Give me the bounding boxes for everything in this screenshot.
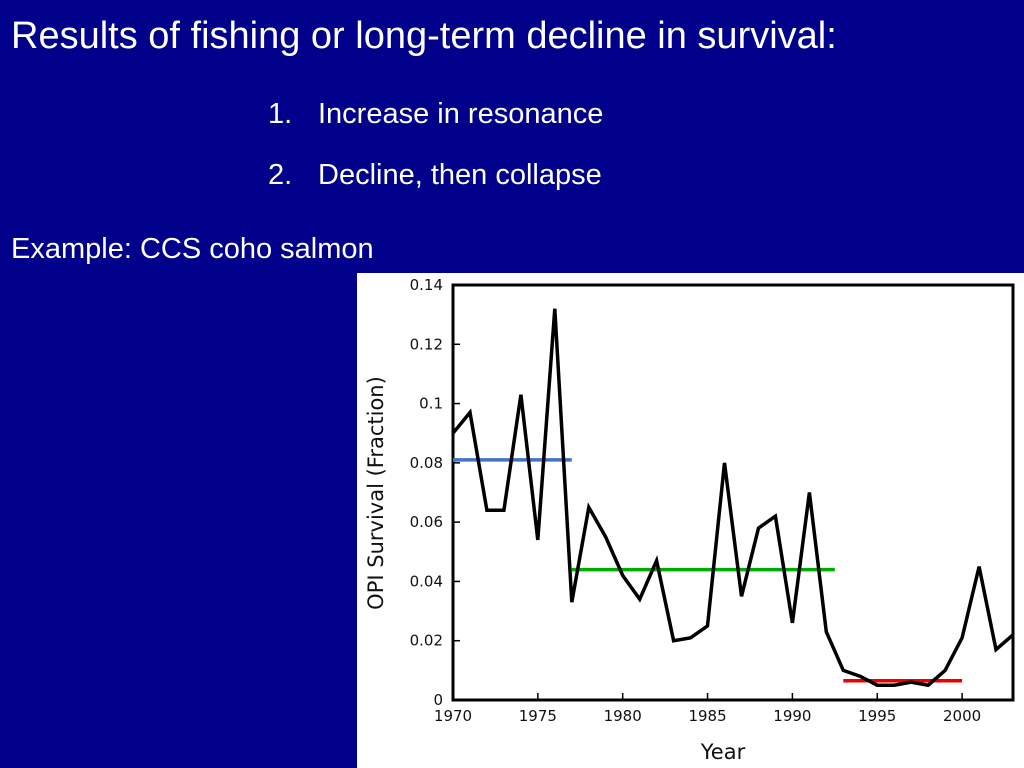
survival-chart: 0 0.02 0.04 0.06 0.08 0.1 0.12 0.14 1970 1975 1980… [364, 276, 1015, 764]
y-tick-label: 0.04 [410, 572, 443, 590]
x-tick-label: 1985 [688, 707, 726, 725]
x-tick-label: 1980 [604, 707, 642, 725]
x-tick-label: 1970 [434, 707, 472, 725]
bullet-text: Increase in resonance [318, 98, 604, 130]
x-tick-label: 1990 [773, 707, 811, 725]
bullet-list: 1. Increase in resonance 2. Decline, then … [268, 92, 603, 214]
x-axis-title: Year [700, 740, 746, 764]
slide-title: Results of fishing or long-term decline … [11, 15, 837, 57]
y-tick-label: 0 [433, 691, 443, 709]
x-tick-label: 1995 [858, 707, 896, 725]
x-tick-label: 1975 [519, 707, 557, 725]
chart-panel: 0 0.02 0.04 0.06 0.08 0.1 0.12 0.14 1970 1975 1980… [357, 273, 1024, 768]
y-tick-label: 0.02 [410, 632, 443, 650]
plot-frame [451, 283, 1015, 702]
axis-ticks: 0 0.02 0.04 0.06 0.08 0.1 0.12 0.14 1970 1975 1980… [410, 276, 982, 725]
x-tick-label: 2000 [943, 707, 981, 725]
y-tick-label: 0.12 [410, 335, 443, 353]
bullet-number: 2. [268, 159, 293, 191]
y-tick-label: 0.1 [419, 395, 443, 413]
bullet-number: 1. [268, 98, 293, 130]
y-tick-label: 0.08 [410, 454, 443, 472]
bullet-item: 2. Decline, then collapse [268, 153, 603, 214]
y-axis-title: OPI Survival (Fraction) [364, 376, 388, 610]
survival-series-line [451, 308, 1015, 688]
y-tick-label: 0.14 [410, 276, 443, 294]
mean-lines [453, 458, 963, 683]
bullet-text: Decline, then collapse [318, 159, 602, 191]
bullet-item: 1. Increase in resonance [268, 92, 603, 153]
y-tick-label: 0.06 [410, 513, 443, 531]
series-group [451, 308, 1015, 688]
example-caption: Example: CCS coho salmon [11, 233, 374, 265]
